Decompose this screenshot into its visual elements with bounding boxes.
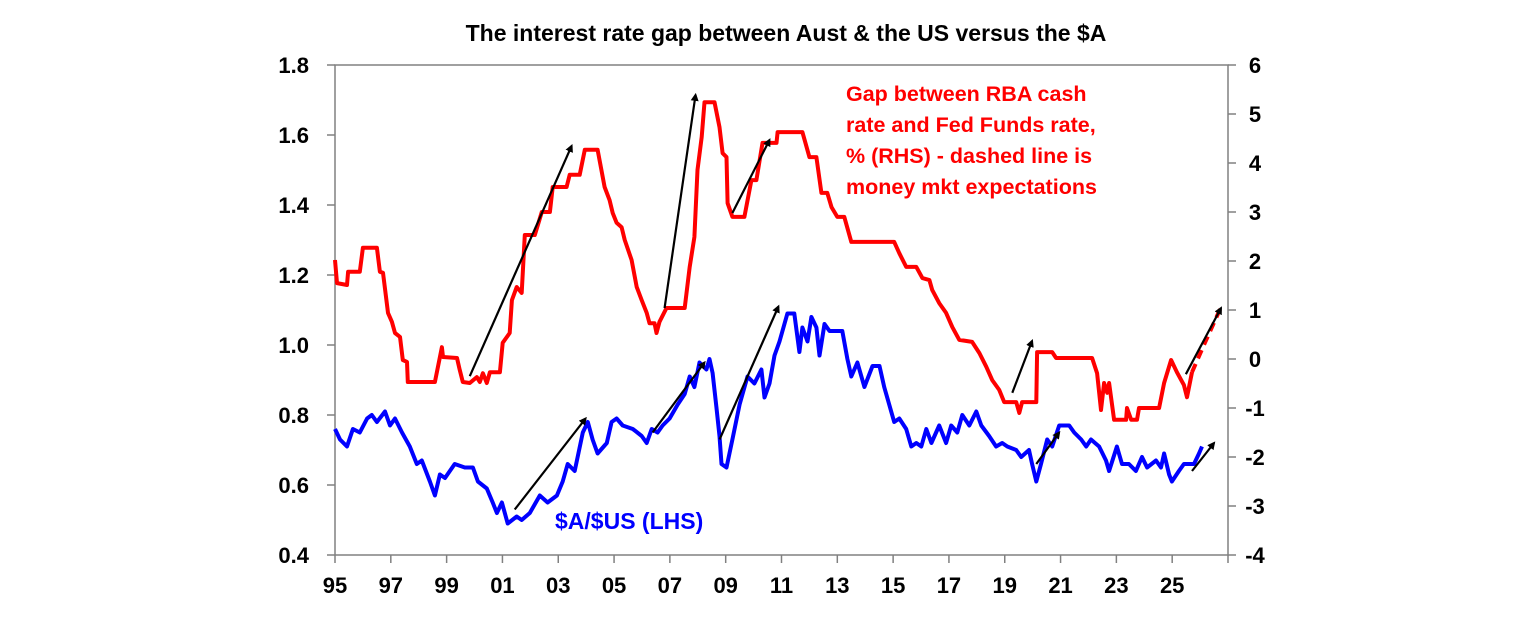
aud-usd-line [333, 311, 1204, 526]
axes: 95 97 99 01 03 05 07 09 11 13 15 17 19 21 23 251.81.61.… [278, 53, 1265, 598]
y-right-tick-label: 0 [1249, 347, 1261, 372]
y-right-tick-label: 5 [1249, 102, 1261, 127]
x-tick-label: 97 [379, 573, 403, 598]
arrow-layer [468, 92, 1222, 511]
y-left-tick-label: 1.8 [278, 53, 309, 78]
trend-arrow [663, 92, 699, 309]
x-tick-label: 99 [434, 573, 458, 598]
trend-arrow [1191, 441, 1216, 472]
series-layer [333, 100, 1223, 526]
gap-annotation-line-2: rate and Fed Funds rate, [846, 113, 1096, 137]
x-tick-label: 25 [1160, 573, 1184, 598]
y-right-tick-label: 2 [1249, 249, 1261, 274]
trend-arrow [718, 304, 780, 440]
y-left-tick-label: 0.8 [278, 403, 309, 428]
y-right-tick-label: 6 [1249, 53, 1261, 78]
x-tick-label: 21 [1048, 573, 1072, 598]
x-tick-label: 11 [770, 573, 793, 598]
y-left-tick-label: 1.0 [278, 333, 309, 358]
trend-arrow [513, 416, 587, 511]
chart-title: The interest rate gap between Aust & the… [466, 20, 1107, 46]
gap-annotation-line-3: % (RHS) - dashed line is [846, 144, 1092, 168]
trend-arrow [651, 360, 706, 434]
trend-arrow [468, 144, 573, 377]
y-right-tick-label: 4 [1249, 151, 1262, 176]
x-tick-label: 23 [1104, 573, 1128, 598]
y-right-tick-label: -3 [1245, 494, 1265, 519]
x-tick-label: 17 [937, 573, 961, 598]
gap-annotation-line-1: Gap between RBA cash [846, 82, 1087, 106]
x-tick-label: 15 [881, 573, 905, 598]
trend-arrow [1035, 430, 1061, 465]
aud-annotation: $A/$US (LHS) [555, 508, 703, 534]
y-left-tick-label: 0.6 [278, 473, 309, 498]
x-tick-label: 01 [490, 573, 514, 598]
y-left-tick-label: 0.4 [278, 543, 309, 568]
y-right-tick-label: 1 [1249, 298, 1261, 323]
x-tick-label: 95 [323, 573, 347, 598]
y-right-tick-label: 3 [1249, 200, 1261, 225]
x-tick-label: 07 [658, 573, 682, 598]
trend-arrow [1184, 306, 1222, 375]
gap-annotation-line-4: money mkt expectations [846, 175, 1097, 199]
trend-arrow [1011, 339, 1034, 394]
rate-gap-line [333, 100, 1194, 422]
y-left-tick-label: 1.4 [278, 193, 309, 218]
x-tick-label: 05 [602, 573, 626, 598]
x-tick-label: 13 [825, 573, 849, 598]
y-left-tick-label: 1.2 [278, 263, 309, 288]
x-tick-label: 09 [713, 573, 737, 598]
x-tick-label: 19 [993, 573, 1017, 598]
y-right-tick-label: -4 [1245, 543, 1265, 568]
x-tick-label: 03 [546, 573, 570, 598]
y-right-tick-label: -1 [1245, 396, 1265, 421]
y-left-tick-label: 1.6 [278, 123, 309, 148]
plot-frame [334, 64, 1229, 556]
gap-annotation: Gap between RBA cash rate and Fed Funds … [846, 82, 1097, 199]
trend-arrow [731, 138, 771, 214]
y-right-tick-label: -2 [1245, 445, 1265, 470]
